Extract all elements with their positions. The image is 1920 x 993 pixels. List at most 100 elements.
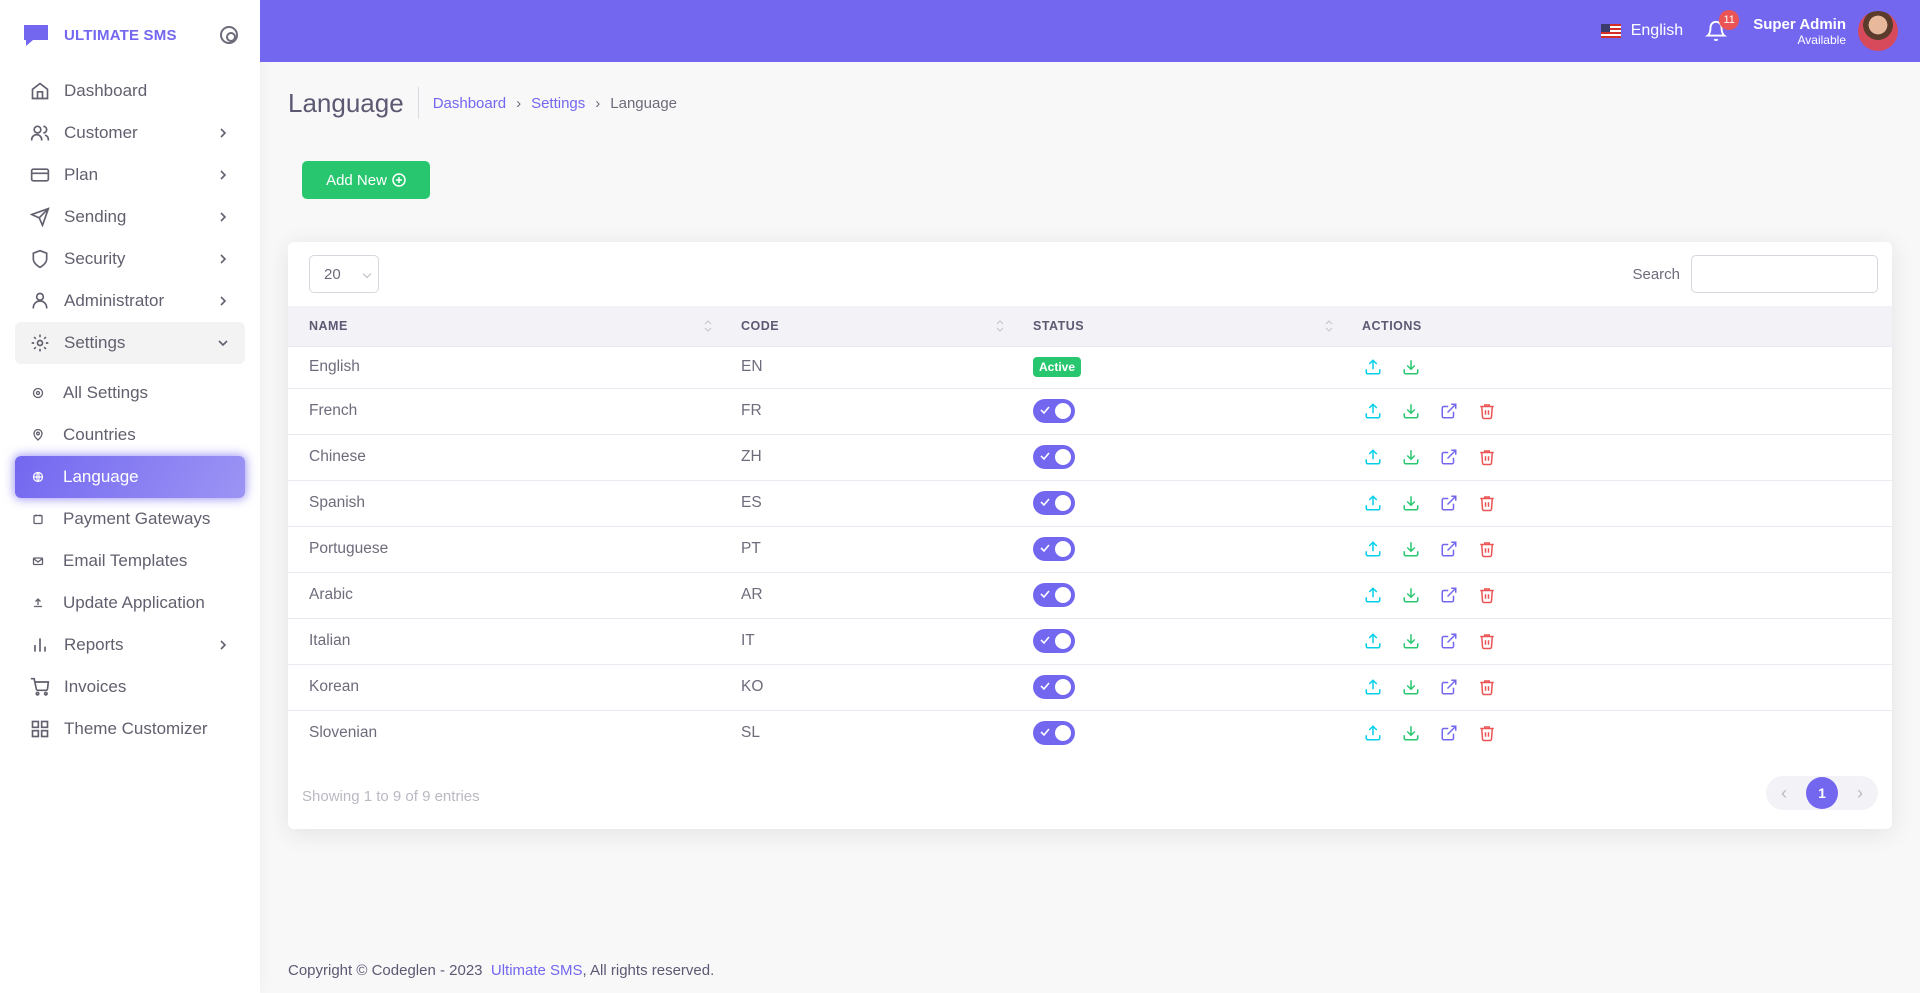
actions-cell <box>1341 345 1892 388</box>
sidebar-item-label: Email Templates <box>63 551 188 570</box>
upload-icon[interactable] <box>1362 722 1384 744</box>
upload-icon[interactable] <box>1362 538 1384 560</box>
brand[interactable]: ULTIMATE SMS <box>0 0 260 70</box>
next-page-icon[interactable]: › <box>1857 782 1863 803</box>
chevron-down-icon <box>218 340 228 347</box>
external-link-icon[interactable] <box>1438 722 1460 744</box>
grid-icon <box>30 719 50 739</box>
user-menu[interactable]: Super Admin Available <box>1753 16 1846 47</box>
sidebar-subitem-update-application[interactable]: Update Application <box>15 582 245 624</box>
page-button[interactable]: 1 <box>1806 777 1838 809</box>
status-toggle[interactable] <box>1033 491 1075 515</box>
status-toggle[interactable] <box>1033 537 1075 561</box>
upload-icon[interactable] <box>1362 630 1384 652</box>
column-header-name[interactable]: NAME <box>288 306 720 346</box>
download-icon[interactable] <box>1400 492 1422 514</box>
sidebar-subitem-language[interactable]: Language <box>15 456 245 498</box>
footer-link[interactable]: Ultimate SMS <box>490 962 583 979</box>
avatar[interactable] <box>1858 11 1898 51</box>
external-link-icon[interactable] <box>1438 492 1460 514</box>
footer: Copyright © Codeglen - 2023 Ultimate SMS… <box>288 962 714 979</box>
upload-icon[interactable] <box>1362 584 1384 606</box>
external-link-icon[interactable] <box>1438 630 1460 652</box>
trash-icon[interactable] <box>1476 584 1498 606</box>
status-toggle[interactable] <box>1033 721 1075 746</box>
shopping-cart-icon <box>30 677 50 697</box>
download-icon[interactable] <box>1400 676 1422 698</box>
sidebar-subitem-countries[interactable]: Countries <box>15 414 245 456</box>
upload-icon[interactable] <box>1362 492 1384 514</box>
sidebar-item-label: Payment Gateways <box>63 509 211 528</box>
sidebar-subitem-all-settings[interactable]: All Settings <box>15 372 245 414</box>
trash-icon[interactable] <box>1476 676 1498 698</box>
breadcrumb-settings[interactable]: Settings <box>531 94 586 112</box>
actions-cell <box>1341 525 1892 572</box>
upload-icon[interactable] <box>1362 356 1384 378</box>
upload-icon[interactable] <box>1362 400 1384 422</box>
search-input[interactable] <box>1691 255 1878 293</box>
language-code: ES <box>720 479 1012 526</box>
column-header-actions: ACTIONS <box>1341 306 1892 346</box>
upload-icon[interactable] <box>1362 446 1384 468</box>
sidebar-item-plan[interactable]: Plan <box>15 154 245 196</box>
trash-icon[interactable] <box>1476 492 1498 514</box>
column-header-status[interactable]: STATUS <box>1012 306 1341 346</box>
add-new-label: Add New <box>326 171 387 189</box>
download-icon[interactable] <box>1400 538 1422 560</box>
sidebar-toggle-icon[interactable] <box>220 26 238 44</box>
page-length-select[interactable]: 20 <box>309 255 379 293</box>
prev-page-icon[interactable]: ‹ <box>1781 782 1787 803</box>
sidebar-item-settings[interactable]: Settings <box>15 322 245 364</box>
sort-icon <box>996 320 1004 332</box>
trash-icon[interactable] <box>1476 400 1498 422</box>
sidebar-item-customer[interactable]: Customer <box>15 112 245 154</box>
download-icon[interactable] <box>1400 630 1422 652</box>
status-toggle[interactable] <box>1033 445 1075 469</box>
sidebar-subitem-email-templates[interactable]: Email Templates <box>15 540 245 582</box>
external-link-icon[interactable] <box>1438 538 1460 560</box>
sidebar-subitem-payment-gateways[interactable]: Payment Gateways <box>15 498 245 540</box>
language-selector[interactable]: English <box>1600 22 1683 40</box>
trash-icon[interactable] <box>1476 538 1498 560</box>
download-icon[interactable] <box>1400 584 1422 606</box>
language-name: Italian <box>288 617 720 664</box>
credit-card-icon <box>30 165 50 185</box>
sidebar-nav: Dashboard Customer Plan Sending Security… <box>0 70 260 750</box>
sidebar-item-theme-customizer[interactable]: Theme Customizer <box>15 708 245 750</box>
sidebar-item-sending[interactable]: Sending <box>15 196 245 238</box>
chat-logo-icon <box>24 25 48 46</box>
status-toggle[interactable] <box>1033 629 1075 653</box>
download-icon[interactable] <box>1400 446 1422 468</box>
external-link-icon[interactable] <box>1438 446 1460 468</box>
download-icon[interactable] <box>1400 400 1422 422</box>
trash-icon[interactable] <box>1476 722 1498 744</box>
status-toggle[interactable] <box>1033 675 1075 699</box>
actions-cell <box>1341 571 1892 618</box>
sidebar-item-invoices[interactable]: Invoices <box>15 666 245 708</box>
add-new-button[interactable]: Add New <box>302 161 430 199</box>
status-badge: Active <box>1033 357 1082 377</box>
trash-icon[interactable] <box>1476 446 1498 468</box>
external-link-icon[interactable] <box>1438 400 1460 422</box>
home-icon <box>30 81 50 101</box>
language-name: Chinese <box>288 433 720 480</box>
status-toggle[interactable] <box>1033 399 1075 423</box>
sidebar-item-security[interactable]: Security <box>15 238 245 280</box>
column-header-code[interactable]: CODE <box>720 306 1012 346</box>
external-link-icon[interactable] <box>1438 584 1460 606</box>
breadcrumb-dashboard[interactable]: Dashboard <box>432 94 507 112</box>
table-row: Korean KO <box>288 663 1892 710</box>
upload-icon[interactable] <box>1362 676 1384 698</box>
download-icon[interactable] <box>1400 356 1422 378</box>
notifications-bell[interactable]: 11 <box>1704 10 1740 42</box>
sidebar-item-administrator[interactable]: Administrator <box>15 280 245 322</box>
sort-icon <box>704 320 712 332</box>
sidebar-item-reports[interactable]: Reports <box>15 624 245 666</box>
wallet-icon <box>31 512 45 526</box>
status-toggle[interactable] <box>1033 583 1075 607</box>
download-icon[interactable] <box>1400 722 1422 744</box>
user-status: Available <box>1797 32 1846 47</box>
external-link-icon[interactable] <box>1438 676 1460 698</box>
sidebar-item-dashboard[interactable]: Dashboard <box>15 70 245 112</box>
trash-icon[interactable] <box>1476 630 1498 652</box>
